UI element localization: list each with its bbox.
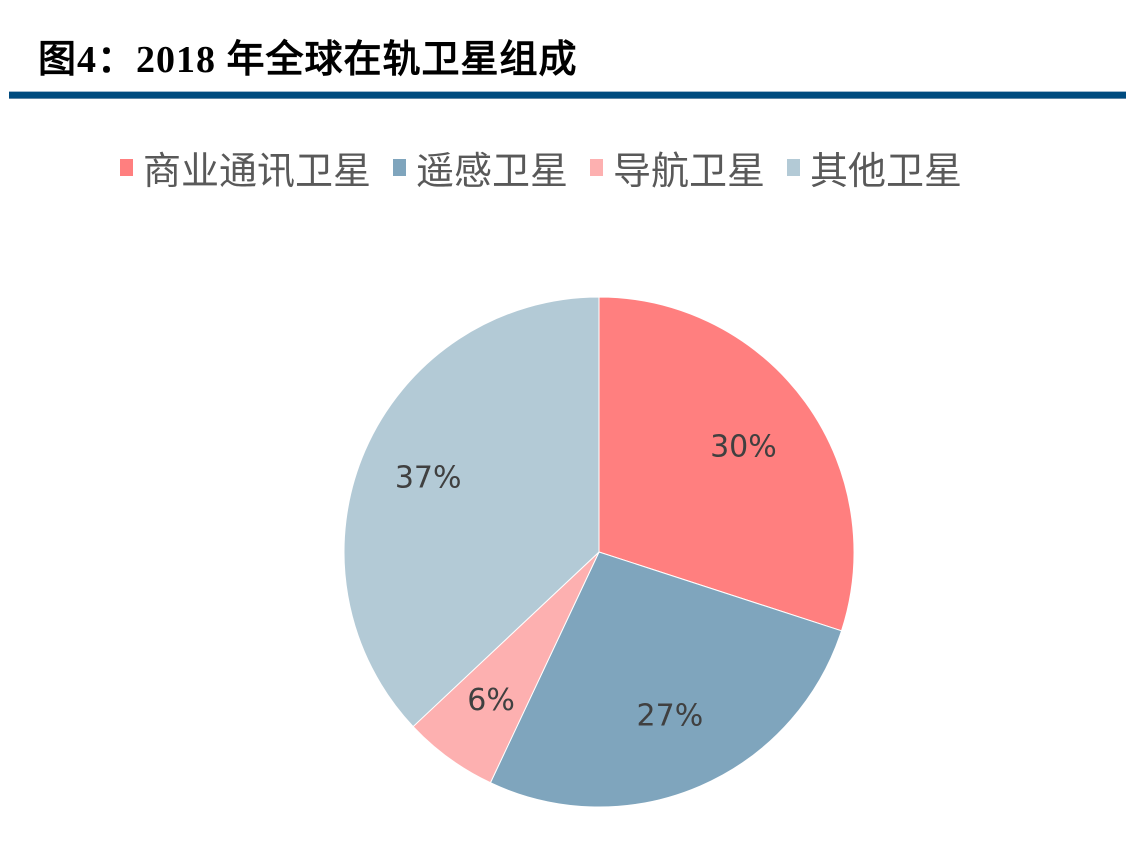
legend-swatch — [787, 158, 801, 176]
legend-label: 其他卫星 — [810, 148, 963, 193]
pie-label-navigation: 6% — [467, 683, 515, 718]
pie-slices — [343, 296, 855, 808]
pie-label-other: 37% — [395, 461, 462, 496]
legend-item-commercial-comm: 商业通讯卫星 — [120, 140, 371, 195]
pie-labels: 30% 27% 6% 37% — [395, 430, 777, 734]
legend-label: 遥感卫星 — [416, 148, 569, 193]
legend-swatch — [590, 158, 604, 176]
legend-item-other: 其他卫星 — [787, 140, 962, 195]
legend-swatch — [393, 158, 407, 176]
legend-label: 商业通讯卫星 — [143, 148, 372, 193]
pie-label-remote-sensing: 27% — [637, 698, 704, 733]
legend-label: 导航卫星 — [613, 148, 766, 193]
pie-slice-remote-sensing — [489, 551, 843, 808]
legend-item-remote-sensing: 遥感卫星 — [393, 140, 568, 195]
figure-title: 图4：2018 年全球在轨卫星组成 — [38, 39, 578, 81]
chart-legend: 商业通讯卫星 遥感卫星 导航卫星 其他卫星 — [120, 140, 984, 195]
pie-slice-commercial-comm — [598, 296, 855, 632]
legend-item-navigation: 导航卫星 — [590, 140, 765, 195]
pie-label-commercial-comm: 30% — [710, 430, 777, 465]
legend-swatch — [120, 158, 133, 176]
pie-slice-other — [343, 296, 600, 728]
title-divider — [9, 92, 1126, 98]
